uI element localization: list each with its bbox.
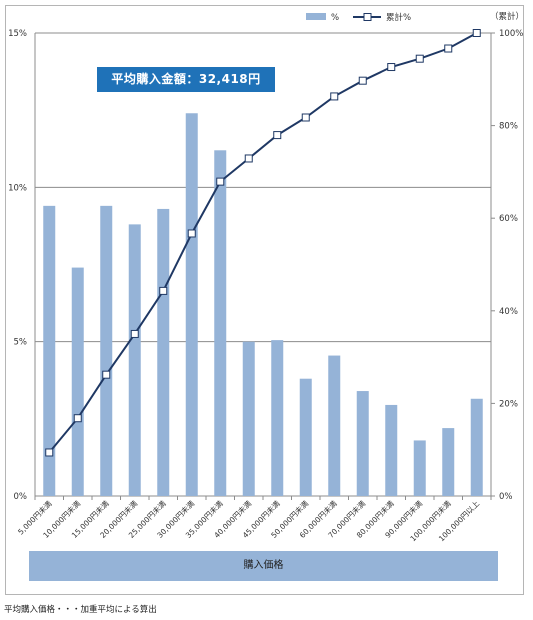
legend-line-label: 累計% [386,12,411,23]
chart-frame [5,5,524,595]
bar [157,208,170,496]
bar [271,340,284,496]
cumulative-point [187,229,196,238]
bar [413,440,426,496]
legend-bar-swatch [306,13,326,20]
average-price-annotation: 平均購入金額：32,418円 [97,67,275,92]
bar [470,398,483,496]
cumulative-point [444,44,453,53]
y-right-tick-label: 20% [499,399,518,409]
cumulative-point [301,113,310,122]
cumulative-point [415,54,424,63]
bar [385,404,398,496]
y-right-axis-label: （累計） [490,11,524,22]
y-left-tick-label: 5% [14,338,28,348]
y-left-tick-label: 0% [14,492,28,502]
bar [214,150,227,496]
cumulative-point [73,414,82,423]
y-right-tick-label: 60% [499,214,518,224]
y-right-tick-label: 40% [499,307,518,317]
x-axis-title: 購入価格 [29,551,498,581]
cumulative-point [45,448,54,457]
bar [242,341,255,496]
cumulative-point [273,131,282,140]
cumulative-point [159,286,168,295]
bar [356,391,369,496]
cumulative-point [102,370,111,379]
legend-bar-label: % [331,13,339,23]
cumulative-point [472,29,481,37]
bar [100,205,113,496]
bar [328,355,341,496]
cumulative-point [216,177,225,186]
y-right-tick-label: 80% [499,122,518,132]
y-left-tick-label: 10% [8,183,27,193]
bar [128,224,141,496]
bar [299,378,312,496]
bar [185,113,198,497]
cumulative-point [358,76,367,85]
y-right-tick-label: 0% [499,492,513,502]
y-right-tick-label: 100% [499,29,523,39]
bar [71,267,84,496]
footnote: 平均購入価格・・・加重平均による算出 [4,605,157,615]
bar [442,428,455,496]
cumulative-point [330,92,339,101]
cumulative-point [244,154,253,163]
cumulative-point [130,329,139,338]
cumulative-point [387,63,396,72]
bar [43,205,56,496]
cumulative-line [48,32,478,454]
legend-line-marker [363,13,372,21]
y-left-tick-label: 15% [8,29,27,39]
